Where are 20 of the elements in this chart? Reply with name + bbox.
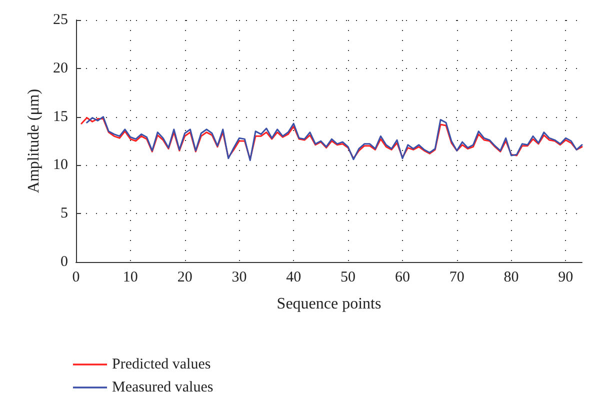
x-tick-label: 0	[72, 270, 80, 286]
y-tick-label: 5	[60, 206, 68, 222]
x-tick-label: 70	[449, 270, 464, 286]
legend-label: Measured values	[112, 380, 214, 396]
y-tick-label: 10	[53, 157, 68, 174]
y-tick-label: 0	[60, 254, 68, 270]
x-tick-label: 30	[232, 270, 247, 286]
x-tick-label: 90	[558, 270, 574, 286]
y-tick-label: 25	[53, 12, 68, 28]
y-axis-title: Amplitude (μm)	[26, 88, 42, 194]
legend-label: Predicted values	[112, 356, 211, 372]
x-tick-label: 80	[504, 270, 519, 286]
x-axis-title: Sequence points	[276, 296, 382, 312]
x-tick-label: 40	[286, 270, 302, 286]
x-tick-label: 20	[177, 270, 192, 286]
y-tick-label: 15	[53, 108, 68, 125]
x-tick-label: 10	[122, 270, 138, 286]
y-tick-label: 20	[53, 60, 68, 76]
x-tick-label: 60	[394, 270, 410, 286]
x-tick-label: 50	[340, 270, 356, 286]
